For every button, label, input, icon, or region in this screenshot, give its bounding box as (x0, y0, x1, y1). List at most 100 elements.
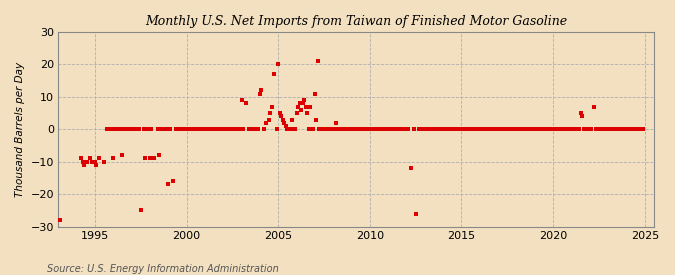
Point (500, 127, 511, 131)
Point (608, 127, 618, 131)
Point (273, 62, 284, 67)
Point (334, 127, 345, 131)
Point (529, 127, 540, 131)
Point (276, 114, 287, 119)
Point (181, 127, 192, 131)
Point (86, 160, 97, 164)
Point (628, 127, 639, 131)
Point (306, 127, 317, 131)
Point (598, 127, 609, 131)
Point (194, 127, 205, 131)
Point (383, 127, 394, 131)
Point (363, 127, 374, 131)
Point (102, 127, 113, 131)
Point (250, 127, 261, 131)
Point (109, 127, 120, 131)
Point (315, 127, 326, 131)
Point (369, 127, 380, 131)
Point (126, 127, 137, 131)
Point (265, 111, 276, 115)
Point (592, 127, 603, 131)
Point (115, 127, 126, 131)
Y-axis label: Thousand Barrels per Day: Thousand Barrels per Day (15, 62, 25, 197)
Point (154, 153, 165, 157)
Point (541, 127, 552, 131)
Point (161, 127, 172, 131)
Point (290, 127, 300, 131)
Point (424, 127, 435, 131)
Point (82, 160, 92, 164)
Point (79, 163, 90, 167)
Point (447, 127, 458, 131)
Point (326, 127, 337, 131)
Point (546, 127, 557, 131)
Point (493, 127, 504, 131)
Point (488, 127, 499, 131)
Point (491, 127, 502, 131)
Point (268, 72, 279, 76)
Point (433, 127, 444, 131)
Point (146, 127, 157, 131)
Point (343, 127, 354, 131)
Point (317, 127, 328, 131)
Point (634, 127, 645, 131)
Point (186, 127, 196, 131)
Point (288, 127, 299, 131)
Point (212, 127, 223, 131)
Point (583, 127, 594, 131)
Point (285, 127, 296, 131)
Point (476, 127, 487, 131)
Point (225, 127, 236, 131)
Point (201, 127, 212, 131)
Point (264, 117, 275, 122)
Point (308, 127, 319, 131)
Point (91, 163, 102, 167)
Point (213, 127, 224, 131)
Point (520, 127, 531, 131)
Point (189, 127, 200, 131)
Point (125, 127, 136, 131)
Point (294, 101, 305, 106)
Point (235, 127, 246, 131)
Point (348, 127, 358, 131)
Point (190, 127, 201, 131)
Point (207, 127, 218, 131)
Point (113, 127, 124, 131)
Point (227, 127, 238, 131)
Point (128, 127, 138, 131)
Point (286, 117, 297, 122)
Point (497, 127, 508, 131)
Point (291, 111, 302, 115)
Point (253, 127, 264, 131)
Point (138, 127, 149, 131)
Point (381, 127, 392, 131)
Point (402, 127, 413, 131)
Point (364, 127, 375, 131)
Point (516, 127, 526, 131)
Point (94, 156, 105, 161)
Point (337, 127, 348, 131)
Point (410, 211, 421, 216)
Point (355, 127, 366, 131)
Point (409, 127, 420, 131)
Point (419, 127, 430, 131)
Point (581, 127, 592, 131)
Point (323, 127, 334, 131)
Point (322, 127, 333, 131)
Point (454, 127, 465, 131)
Point (578, 127, 589, 131)
Point (432, 127, 443, 131)
Point (122, 127, 132, 131)
Point (209, 127, 219, 131)
Point (482, 127, 493, 131)
Point (418, 127, 429, 131)
Point (245, 127, 256, 131)
Point (626, 127, 637, 131)
Point (219, 127, 230, 131)
Point (413, 127, 424, 131)
Point (519, 127, 530, 131)
Point (342, 127, 352, 131)
Point (325, 127, 335, 131)
Point (163, 182, 173, 187)
Text: Source: U.S. Energy Information Administration: Source: U.S. Energy Information Administ… (47, 264, 279, 274)
